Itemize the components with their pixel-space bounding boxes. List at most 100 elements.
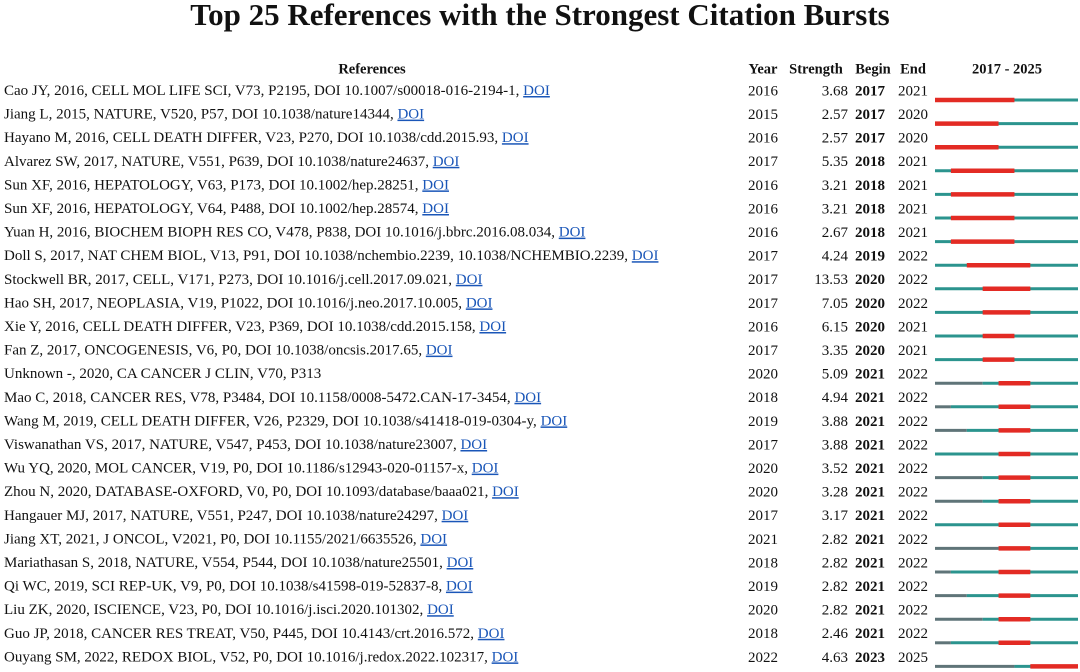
doi-link[interactable]: DOI: [427, 603, 454, 619]
year: 2017: [748, 272, 779, 288]
end: 2022: [898, 579, 928, 595]
reference: Guo JP, 2018, CANCER RES TREAT, V50, P44…: [4, 626, 504, 642]
reference: Mao C, 2018, CANCER RES, V78, P3484, DOI…: [4, 390, 541, 406]
doi-link[interactable]: DOI: [426, 343, 453, 359]
strength: 2.57: [822, 107, 849, 123]
reference-text: Fan Z, 2017, ONCOGENESIS, V6, P0, DOI 10…: [4, 343, 426, 359]
end: 2022: [898, 367, 928, 383]
reference-text: Sun XF, 2016, HEPATOLOGY, V63, P173, DOI…: [4, 178, 422, 194]
doi-link[interactable]: DOI: [420, 532, 447, 548]
strength: 7.05: [822, 296, 848, 312]
reference-text: Jiang XT, 2021, J ONCOL, V2021, P0, DOI …: [4, 532, 420, 548]
reference-text: Hangauer MJ, 2017, NATURE, V551, P247, D…: [4, 508, 442, 524]
reference-text: Hao SH, 2017, NEOPLASIA, V19, P1022, DOI…: [4, 296, 466, 312]
reference: Wu YQ, 2020, MOL CANCER, V19, P0, DOI 10…: [4, 461, 498, 477]
year: 2020: [748, 461, 778, 477]
reference: Jiang XT, 2021, J ONCOL, V2021, P0, DOI …: [4, 532, 447, 548]
begin: 2019: [855, 249, 885, 265]
header-year: Year: [749, 61, 779, 77]
strength: 4.94: [822, 390, 849, 406]
end: 2022: [898, 437, 928, 453]
end: 2022: [898, 296, 928, 312]
doi-link[interactable]: DOI: [422, 201, 449, 217]
doi-link[interactable]: DOI: [523, 83, 550, 99]
year: 2015: [748, 107, 778, 123]
reference: Sun XF, 2016, HEPATOLOGY, V64, P488, DOI…: [4, 201, 449, 217]
doi-link[interactable]: DOI: [447, 555, 474, 571]
reference: Alvarez SW, 2017, NATURE, V551, P639, DO…: [4, 154, 459, 170]
doi-link[interactable]: DOI: [422, 178, 449, 194]
end: 2022: [898, 555, 928, 571]
doi-link[interactable]: DOI: [492, 485, 519, 501]
doi-link[interactable]: DOI: [492, 650, 519, 666]
end: 2021: [898, 154, 928, 170]
begin: 2018: [855, 225, 885, 241]
doi-link[interactable]: DOI: [502, 131, 529, 147]
strength: 2.82: [822, 579, 848, 595]
begin: 2018: [855, 201, 885, 217]
strength: 3.88: [822, 414, 848, 430]
end: 2022: [898, 603, 928, 619]
doi-link[interactable]: DOI: [632, 249, 659, 265]
reference: Doll S, 2017, NAT CHEM BIOL, V13, P91, D…: [4, 249, 658, 265]
doi-link[interactable]: DOI: [472, 461, 499, 477]
reference-text: Stockwell BR, 2017, CELL, V171, P273, DO…: [4, 272, 456, 288]
year: 2017: [748, 296, 779, 312]
doi-link[interactable]: DOI: [433, 154, 460, 170]
reference: Hayano M, 2016, CELL DEATH DIFFER, V23, …: [4, 131, 529, 147]
header-end: End: [900, 61, 926, 77]
begin: 2020: [855, 272, 885, 288]
strength: 6.15: [822, 319, 848, 335]
year: 2016: [748, 319, 779, 335]
strength: 2.82: [822, 555, 848, 571]
year: 2017: [748, 249, 779, 265]
strength: 3.21: [822, 201, 848, 217]
strength: 5.09: [822, 367, 848, 383]
begin: 2021: [855, 485, 885, 501]
doi-link[interactable]: DOI: [460, 437, 487, 453]
begin: 2021: [855, 437, 885, 453]
doi-link[interactable]: DOI: [446, 579, 473, 595]
reference: Zhou N, 2020, DATABASE-OXFORD, V0, P0, D…: [4, 485, 519, 501]
begin: 2021: [855, 414, 885, 430]
begin: 2017: [855, 107, 886, 123]
end: 2022: [898, 532, 928, 548]
year: 2019: [748, 579, 778, 595]
doi-link[interactable]: DOI: [541, 414, 568, 430]
header-timeline: 2017 - 2025: [972, 61, 1042, 77]
doi-link[interactable]: DOI: [559, 225, 586, 241]
reference: Viswanathan VS, 2017, NATURE, V547, P453…: [4, 437, 487, 453]
reference: Ouyang SM, 2022, REDOX BIOL, V52, P0, DO…: [4, 650, 518, 666]
reference-text: Mariathasan S, 2018, NATURE, V554, P544,…: [4, 555, 447, 571]
strength: 4.24: [822, 249, 849, 265]
begin: 2020: [855, 319, 885, 335]
reference: Mariathasan S, 2018, NATURE, V554, P544,…: [4, 555, 473, 571]
end: 2021: [898, 319, 928, 335]
title: Top 25 References with the Strongest Cit…: [190, 0, 890, 32]
year: 2019: [748, 414, 778, 430]
doi-link[interactable]: DOI: [514, 390, 541, 406]
doi-link[interactable]: DOI: [442, 508, 469, 524]
reference: Qi WC, 2019, SCI REP-UK, V9, P0, DOI 10.…: [4, 579, 473, 595]
doi-link[interactable]: DOI: [479, 319, 506, 335]
year: 2020: [748, 485, 778, 501]
reference-text: Ouyang SM, 2022, REDOX BIOL, V52, P0, DO…: [4, 650, 492, 666]
strength: 4.63: [822, 650, 848, 666]
doi-link[interactable]: DOI: [466, 296, 493, 312]
year: 2016: [748, 225, 779, 241]
reference-text: Hayano M, 2016, CELL DEATH DIFFER, V23, …: [4, 131, 502, 147]
reference-text: Yuan H, 2016, BIOCHEM BIOPH RES CO, V478…: [4, 225, 559, 241]
doi-link[interactable]: DOI: [478, 626, 505, 642]
reference-text: Cao JY, 2016, CELL MOL LIFE SCI, V73, P2…: [4, 83, 523, 99]
begin: 2021: [855, 508, 885, 524]
end: 2022: [898, 414, 928, 430]
reference-text: Guo JP, 2018, CANCER RES TREAT, V50, P44…: [4, 626, 478, 642]
end: 2022: [898, 390, 928, 406]
doi-link[interactable]: DOI: [397, 107, 424, 123]
strength: 2.82: [822, 603, 848, 619]
strength: 3.35: [822, 343, 848, 359]
doi-link[interactable]: DOI: [456, 272, 483, 288]
year: 2020: [748, 367, 778, 383]
end: 2025: [898, 650, 928, 666]
reference-text: Viswanathan VS, 2017, NATURE, V547, P453…: [4, 437, 460, 453]
